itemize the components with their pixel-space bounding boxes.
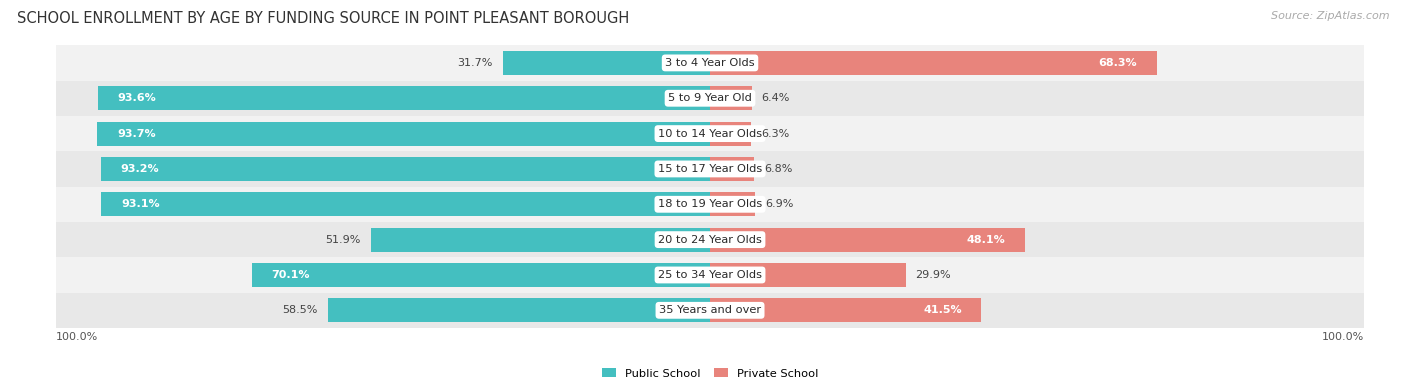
Text: 35 Years and over: 35 Years and over: [659, 305, 761, 315]
Text: 51.9%: 51.9%: [326, 234, 361, 245]
Bar: [56, 293, 1364, 328]
Text: 31.7%: 31.7%: [457, 58, 494, 68]
Bar: [710, 86, 752, 110]
Bar: [56, 187, 1364, 222]
Text: 93.1%: 93.1%: [121, 199, 160, 209]
Bar: [101, 157, 710, 181]
Bar: [710, 192, 755, 216]
Bar: [328, 298, 710, 322]
Text: 20 to 24 Year Olds: 20 to 24 Year Olds: [658, 234, 762, 245]
Text: 48.1%: 48.1%: [966, 234, 1005, 245]
Text: Source: ZipAtlas.com: Source: ZipAtlas.com: [1271, 11, 1389, 21]
Bar: [710, 157, 755, 181]
Text: 5 to 9 Year Old: 5 to 9 Year Old: [668, 93, 752, 103]
Text: 68.3%: 68.3%: [1098, 58, 1137, 68]
Text: 93.7%: 93.7%: [117, 129, 156, 139]
Bar: [56, 222, 1364, 257]
Text: 6.9%: 6.9%: [765, 199, 793, 209]
Bar: [101, 192, 710, 216]
Bar: [98, 86, 710, 110]
Text: 70.1%: 70.1%: [271, 270, 309, 280]
Bar: [56, 257, 1364, 293]
Text: 18 to 19 Year Olds: 18 to 19 Year Olds: [658, 199, 762, 209]
Bar: [371, 228, 710, 252]
Text: 100.0%: 100.0%: [56, 332, 98, 342]
Text: 6.8%: 6.8%: [765, 164, 793, 174]
Bar: [710, 51, 1157, 75]
Bar: [710, 228, 1025, 252]
Bar: [252, 263, 710, 287]
Bar: [710, 121, 751, 146]
Bar: [503, 51, 710, 75]
Text: 15 to 17 Year Olds: 15 to 17 Year Olds: [658, 164, 762, 174]
Bar: [56, 151, 1364, 187]
Text: 3 to 4 Year Olds: 3 to 4 Year Olds: [665, 58, 755, 68]
Text: 10 to 14 Year Olds: 10 to 14 Year Olds: [658, 129, 762, 139]
Text: 29.9%: 29.9%: [915, 270, 950, 280]
Bar: [710, 263, 905, 287]
Text: 93.2%: 93.2%: [121, 164, 159, 174]
Text: 93.6%: 93.6%: [118, 93, 156, 103]
Text: 25 to 34 Year Olds: 25 to 34 Year Olds: [658, 270, 762, 280]
Legend: Public School, Private School: Public School, Private School: [596, 362, 824, 377]
Text: 6.4%: 6.4%: [762, 93, 790, 103]
Text: SCHOOL ENROLLMENT BY AGE BY FUNDING SOURCE IN POINT PLEASANT BOROUGH: SCHOOL ENROLLMENT BY AGE BY FUNDING SOUR…: [17, 11, 628, 26]
Bar: [56, 45, 1364, 81]
Bar: [56, 81, 1364, 116]
Bar: [97, 121, 710, 146]
Bar: [56, 116, 1364, 151]
Text: 58.5%: 58.5%: [283, 305, 318, 315]
Text: 6.3%: 6.3%: [761, 129, 789, 139]
Bar: [710, 298, 981, 322]
Text: 100.0%: 100.0%: [1322, 332, 1364, 342]
Text: 41.5%: 41.5%: [924, 305, 962, 315]
